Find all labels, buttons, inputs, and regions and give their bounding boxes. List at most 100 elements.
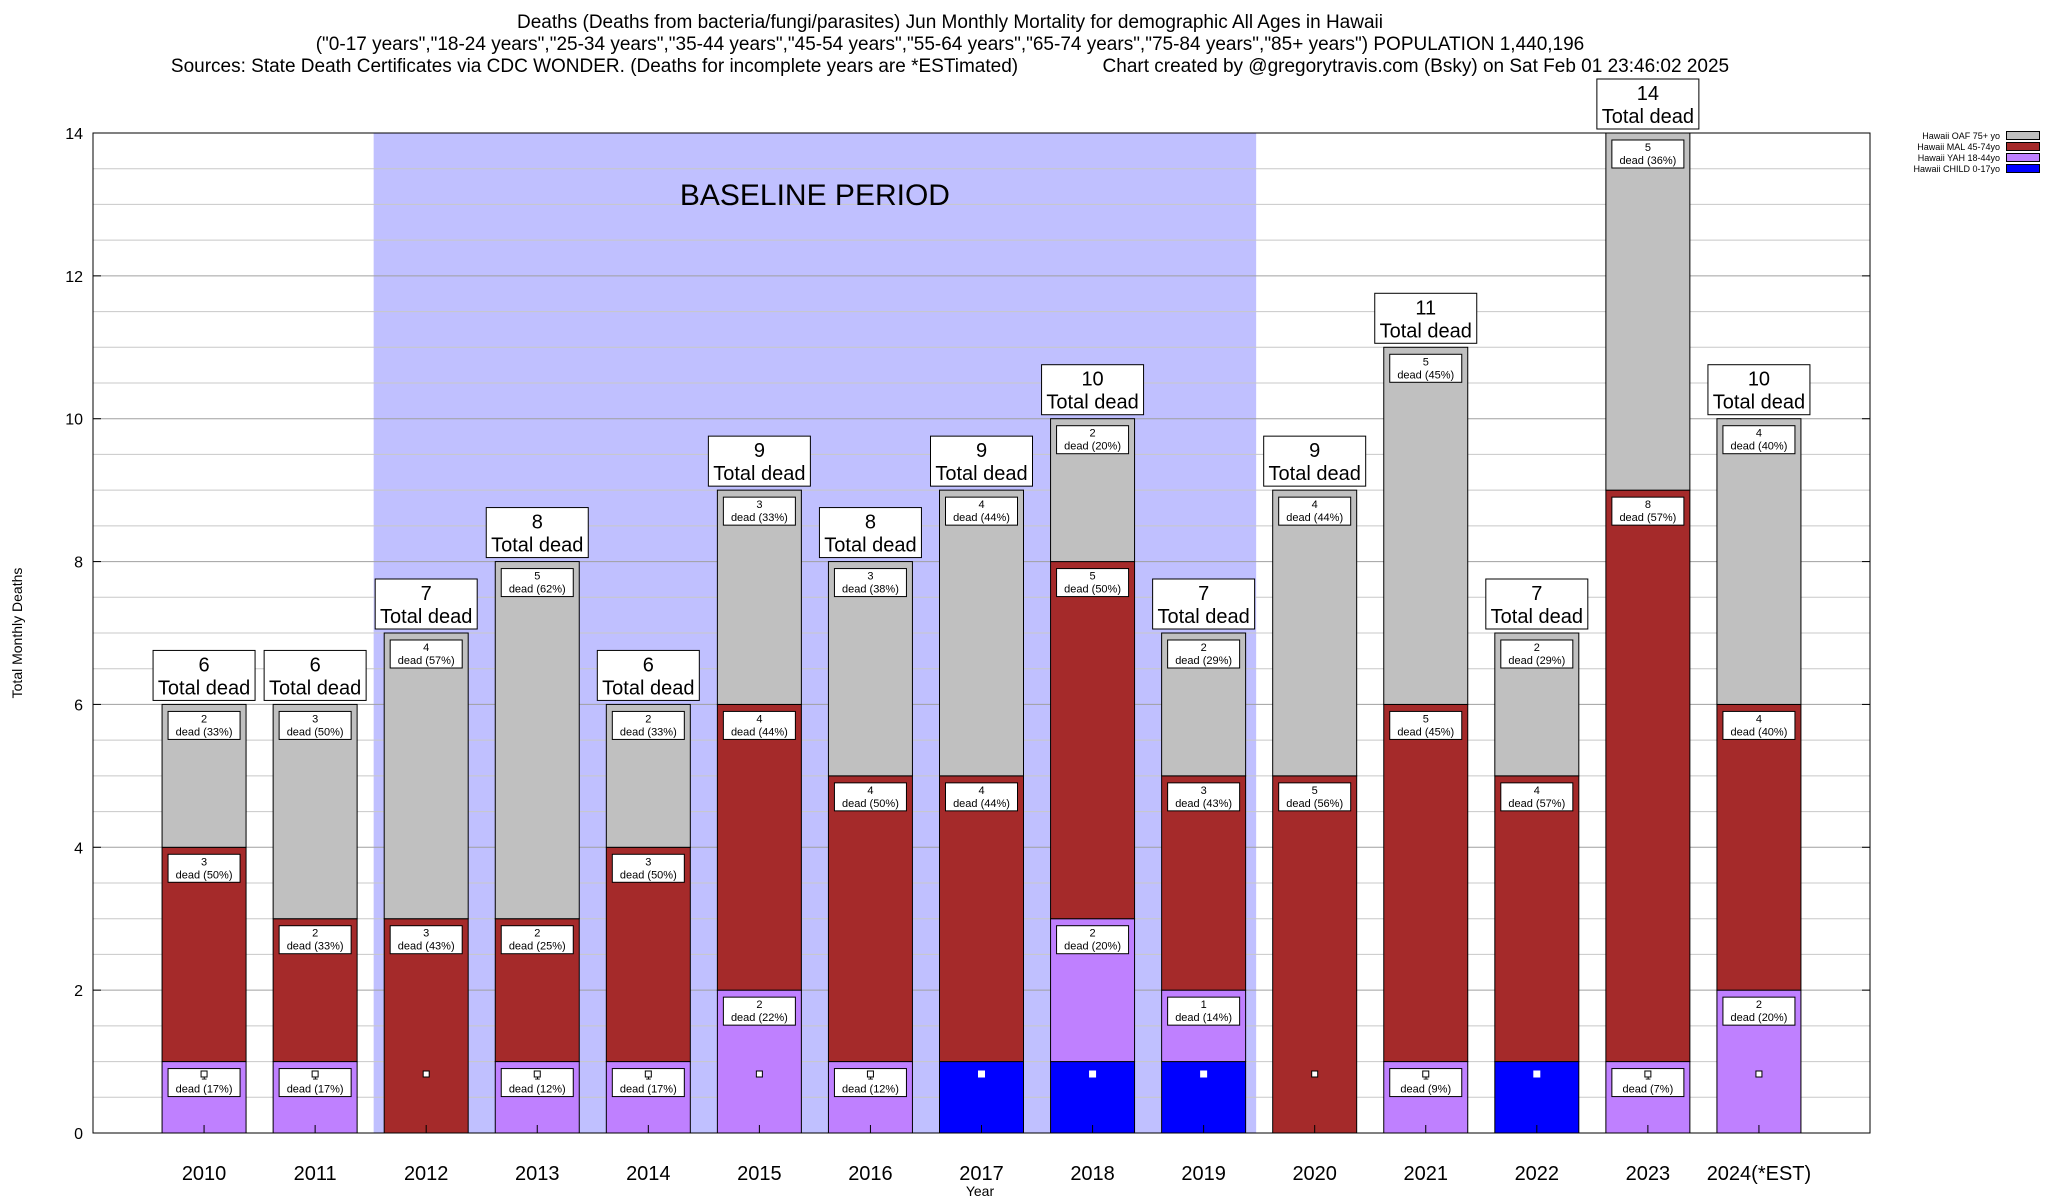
bar-segment-oaf [494,561,580,920]
bar-base-marker [755,1070,763,1078]
x-tick-label: 2016 [848,1163,893,1185]
segment-label-percent: dead (7%) [1622,1084,1673,1096]
segment-label-percent: dead (50%) [287,726,344,738]
total-label-count: 7 [1198,583,1209,605]
bar-base-marker [1422,1070,1430,1078]
y-tick-label: 0 [74,1126,83,1143]
segment-label-percent: dead (12%) [842,1084,899,1096]
segment-label-percent: dead (20%) [1731,1012,1788,1024]
chart-title: Deaths (Deaths from bacteria/fungi/paras… [517,12,1383,33]
bar-base-marker [311,1070,319,1078]
segment-label-box [1056,568,1130,598]
segment-label-box [278,710,352,740]
bar-segment-oaf [1383,346,1469,705]
total-label-count: 14 [1637,83,1659,105]
bar-segment-mal [1161,775,1247,991]
bar-base-marker [866,1070,874,1078]
bar-segment-mal [383,918,469,1134]
segment-label-percent: dead (50%) [1064,584,1121,596]
bar-base-marker [1755,1070,1763,1078]
y-tick-label: 10 [65,412,83,429]
segment-label-box [1500,639,1574,669]
legend-swatch [2006,164,2040,173]
bar-base-marker [200,1070,208,1078]
total-label-count: 9 [976,440,987,462]
segment-label-percent: dead (22%) [731,1012,788,1024]
bar-base-marker [1311,1070,1319,1078]
segment-label-percent: dead (33%) [731,512,788,524]
segment-label-percent: dead (33%) [287,941,344,953]
total-label-text: Total dead [824,535,916,557]
segment-label-box [1056,425,1130,455]
segment-label-percent: dead (57%) [1508,798,1565,810]
bar-base-marker [533,1070,541,1078]
chart-subtitle-age-groups: ("0-17 years","18-24 years","25-34 years… [315,34,1585,55]
total-label-text: Total dead [935,463,1027,485]
total-label-text: Total dead [380,606,472,628]
chart-legend: Hawaii OAF 75+ yo Hawaii MAL 45-74yo Hawai… [1858,130,2048,174]
y-tick-label: 8 [74,555,83,572]
bar-segment-mal [939,775,1024,1063]
segment-label-count: 4 [867,785,873,797]
total-label-count: 6 [310,654,321,676]
total-label-box [485,507,589,559]
x-tick-label: 2012 [404,1163,449,1185]
segment-label-box [1167,639,1241,669]
segment-label-percent: dead (36%) [1619,155,1676,167]
segment-label-box [945,496,1018,526]
x-axis-label: Year [966,1183,995,1199]
total-label-text: Total dead [1491,606,1583,628]
y-axis-label: Total Monthly Deaths [9,568,25,699]
total-label-text: Total dead [713,463,805,485]
bar-segment-mal [1716,703,1802,991]
segment-label-count: 4 [756,713,762,725]
bar-base-marker [422,1070,430,1078]
total-label-text: Total dead [1269,463,1361,485]
segment-label-percent: dead (50%) [842,798,899,810]
bar-segment-mal [1272,775,1358,1134]
segment-label-percent: dead (57%) [1619,512,1676,524]
total-label-text: Total dead [491,535,583,557]
x-tick-label: 2010 [182,1163,227,1185]
bar-segment-oaf [1716,418,1802,705]
bar-segment-mal [1605,489,1691,1063]
total-label-count: 7 [1531,583,1542,605]
bar-segment-mal [161,846,247,1063]
total-label-count: 7 [421,583,432,605]
segment-label-count: 4 [978,499,984,511]
segment-label-count: 2 [645,713,651,725]
segment-label-percent: dead (29%) [1175,655,1232,667]
x-tick-label: 2015 [737,1163,782,1185]
segment-label-count: 2 [756,999,762,1011]
segment-label-box [278,925,352,955]
segment-label-count: 4 [1534,785,1540,797]
segment-label-box [167,853,241,883]
bar-segment-oaf [1605,132,1691,491]
segment-label-percent: dead (40%) [1731,441,1788,453]
segment-label-box [500,925,574,955]
bar-base-marker [978,1070,985,1078]
total-label-box [1041,364,1145,416]
bar-segment-oaf [383,632,469,920]
total-label-box [1596,78,1700,130]
segment-label-percent: dead (44%) [953,798,1010,810]
segment-label-percent: dead (50%) [620,869,677,881]
total-label-text: Total dead [1157,606,1249,628]
total-label-box [263,649,367,701]
segment-label-percent: dead (25%) [509,941,566,953]
segment-label-percent: dead (29%) [1508,655,1565,667]
total-label-count: 6 [199,654,210,676]
segment-label-count: 2 [312,928,318,940]
segment-label-percent: dead (20%) [1064,441,1121,453]
total-label-text: Total dead [1602,106,1694,128]
segment-label-percent: dead (14%) [1175,1012,1232,1024]
segment-label-percent: dead (44%) [1286,512,1343,524]
segment-label-box [1167,996,1241,1026]
segment-label-count: 3 [756,499,762,511]
x-tick-label: 2024(*EST) [1707,1163,1812,1185]
segment-label-box [1389,353,1463,383]
x-tick-label: 2020 [1292,1163,1337,1185]
y-tick-label: 14 [65,126,83,143]
y-tick-label: 6 [74,697,83,714]
